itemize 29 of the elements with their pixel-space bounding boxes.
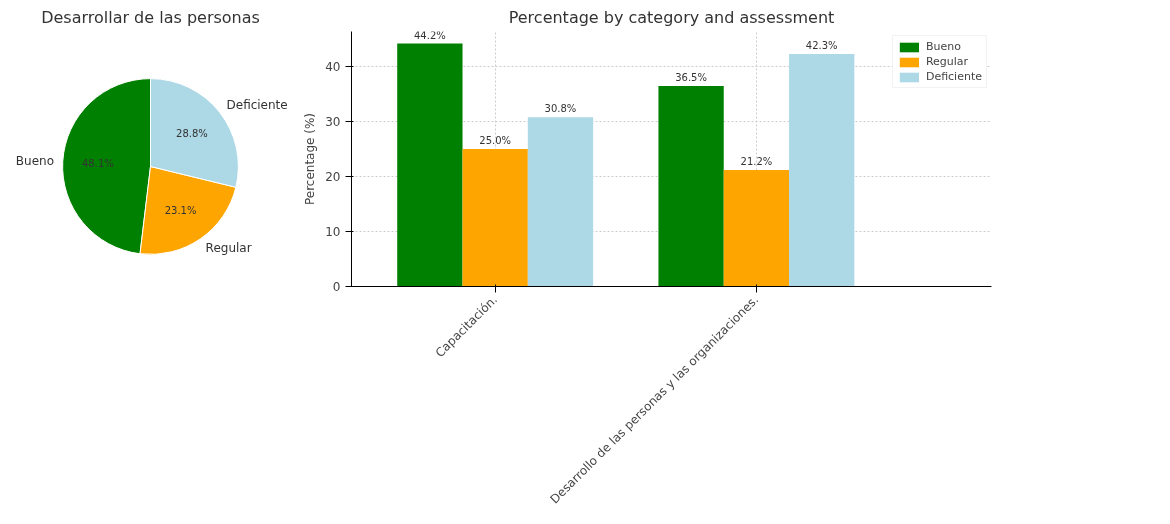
slice-label: Bueno	[15, 153, 55, 168]
bar	[527, 117, 594, 287]
y-tick-label: 30	[325, 115, 341, 130]
data-label: 21.2%	[740, 156, 773, 168]
data-label: 25.0%	[479, 135, 512, 147]
bar	[723, 169, 790, 287]
bar	[462, 149, 528, 287]
legend-label: Bueno	[925, 40, 961, 53]
legend-label: Regular	[925, 55, 969, 68]
chart-title: Desarrollar de las personas	[41, 7, 260, 27]
data-label: 28.8%	[176, 127, 208, 139]
data-label: 48.1%	[81, 157, 114, 169]
data-label: 30.8%	[544, 103, 577, 115]
bar	[658, 85, 724, 287]
data-label: 44.2%	[413, 29, 446, 41]
chart-title: Percentage by category and assessment	[508, 7, 835, 27]
y-tick-label: 40	[325, 60, 341, 75]
data-label: 36.5%	[675, 72, 707, 84]
y-tick-label: 0	[332, 280, 341, 294]
data-label: 23.1%	[164, 205, 197, 217]
y-tick-label: 10	[325, 225, 341, 240]
y-axis-title: Percentage (%)	[303, 112, 318, 206]
bar	[789, 54, 855, 287]
legend-label: Deficiente	[925, 70, 982, 83]
y-tick-label: 20	[325, 170, 341, 185]
data-label: 42.3%	[805, 40, 838, 52]
slice-label: Regular	[205, 240, 252, 255]
slice-label: Deficiente	[226, 98, 288, 113]
bar	[397, 43, 463, 287]
